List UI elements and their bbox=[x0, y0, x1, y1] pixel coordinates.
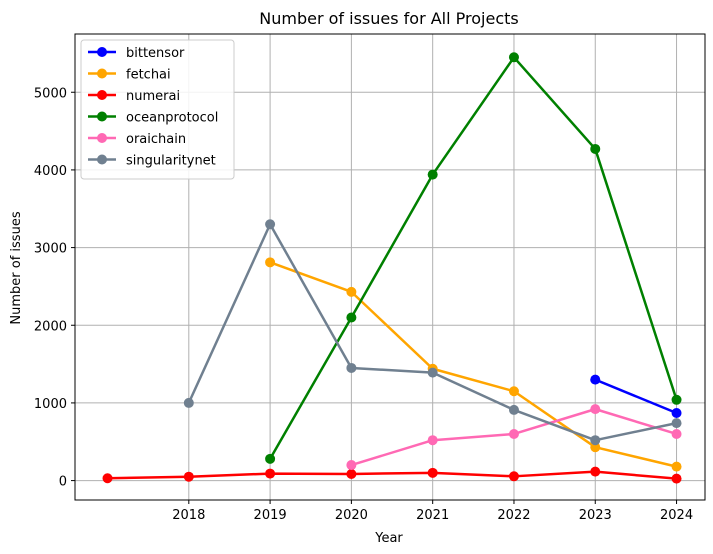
x-tick-label: 2018 bbox=[172, 508, 205, 523]
data-point-singularitynet bbox=[590, 435, 601, 446]
data-point-numerai bbox=[183, 471, 194, 482]
data-point-oceanprotocol bbox=[508, 52, 519, 63]
legend-box bbox=[80, 39, 235, 180]
series-fetchai bbox=[265, 257, 682, 472]
data-point-oceanprotocol bbox=[427, 169, 438, 180]
legend-item-singularitynet: singularitynet bbox=[88, 154, 216, 169]
legend-item-oceanprotocol: oceanprotocol bbox=[88, 111, 218, 126]
y-tick-label: 2000 bbox=[34, 319, 67, 334]
y-tick-label: 1000 bbox=[34, 397, 67, 412]
data-point-numerai bbox=[427, 467, 438, 478]
series-singularitynet bbox=[183, 219, 682, 446]
legend-item-fetchai: fetchai bbox=[88, 68, 171, 83]
data-point-oceanprotocol bbox=[346, 312, 357, 323]
y-tick-label: 4000 bbox=[34, 164, 67, 179]
series-layer bbox=[102, 52, 682, 484]
x-tick-label: 2021 bbox=[416, 508, 449, 523]
data-point-oceanprotocol bbox=[671, 394, 682, 405]
axis-ticks: 2018 2019 2020 2021 2022 2023 2024 0 1000 2000 300… bbox=[34, 86, 693, 523]
legend-swatch-marker bbox=[97, 90, 107, 100]
data-point-fetchai bbox=[265, 257, 276, 268]
legend-item-numerai: numerai bbox=[88, 89, 180, 104]
data-point-oraichain bbox=[508, 428, 519, 439]
data-point-numerai bbox=[346, 468, 357, 479]
legend-swatch-marker bbox=[97, 68, 107, 79]
data-point-numerai bbox=[265, 468, 276, 479]
series-line-fetchai bbox=[269, 261, 677, 468]
data-point-singularitynet bbox=[183, 397, 194, 408]
data-point-fetchai bbox=[671, 461, 682, 472]
data-point-oraichain bbox=[671, 428, 682, 439]
legend: bittensor fetchai numerai oceanprotocol orai… bbox=[80, 39, 235, 180]
legend-swatch-marker bbox=[97, 133, 107, 143]
data-point-singularitynet bbox=[265, 219, 276, 230]
chart-title: Number of issues for All Projects bbox=[259, 9, 518, 28]
legend-label: numerai bbox=[126, 89, 180, 104]
y-tick-label: 5000 bbox=[34, 86, 67, 101]
series-oceanprotocol bbox=[265, 52, 682, 464]
x-tick-label: 2024 bbox=[660, 508, 693, 523]
series-line-numerai bbox=[107, 470, 677, 480]
legend-label: fetchai bbox=[126, 68, 171, 83]
data-point-oraichain bbox=[590, 404, 601, 415]
data-point-bittensor bbox=[590, 374, 601, 385]
y-tick-label: 0 bbox=[59, 475, 67, 490]
data-point-singularitynet bbox=[346, 362, 357, 373]
legend-item-oraichain: oraichain bbox=[88, 132, 186, 147]
series-line-bittensor bbox=[594, 378, 678, 415]
series-line-oceanprotocol bbox=[269, 56, 678, 460]
data-point-fetchai bbox=[590, 442, 601, 453]
plot-frame bbox=[74, 33, 706, 501]
data-point-oraichain bbox=[427, 435, 438, 446]
data-point-fetchai bbox=[346, 286, 357, 297]
legend-swatch-marker bbox=[97, 154, 107, 165]
x-tick-label: 2019 bbox=[254, 508, 287, 523]
data-point-bittensor bbox=[671, 408, 682, 419]
series-oraichain bbox=[346, 404, 682, 471]
y-axis-title: Number of issues bbox=[9, 211, 24, 324]
legend-label: singularitynet bbox=[126, 154, 216, 169]
data-point-singularitynet bbox=[671, 418, 682, 429]
x-tick-label: 2020 bbox=[335, 508, 368, 523]
legend-item-bittensor: bittensor bbox=[88, 46, 185, 61]
legend-label: oceanprotocol bbox=[126, 111, 218, 126]
data-point-oceanprotocol bbox=[590, 143, 601, 154]
x-axis-title: Year bbox=[374, 531, 403, 546]
data-point-numerai bbox=[102, 473, 113, 484]
data-point-singularitynet bbox=[427, 367, 438, 378]
x-tick-label: 2022 bbox=[497, 508, 530, 523]
data-point-numerai bbox=[671, 473, 682, 484]
legend-label: oraichain bbox=[126, 132, 186, 147]
data-point-singularitynet bbox=[508, 404, 519, 415]
legend-label: bittensor bbox=[126, 46, 185, 61]
series-bittensor bbox=[590, 374, 682, 419]
legend-swatch-marker bbox=[97, 47, 107, 57]
y-tick-label: 3000 bbox=[34, 242, 67, 257]
series-numerai bbox=[102, 466, 682, 484]
data-point-numerai bbox=[590, 466, 601, 477]
data-point-fetchai bbox=[508, 386, 519, 397]
x-tick-label: 2023 bbox=[579, 508, 612, 523]
data-point-numerai bbox=[508, 471, 519, 482]
legend-swatch-marker bbox=[97, 111, 107, 122]
data-point-oraichain bbox=[346, 460, 357, 471]
data-point-oceanprotocol bbox=[265, 453, 276, 464]
